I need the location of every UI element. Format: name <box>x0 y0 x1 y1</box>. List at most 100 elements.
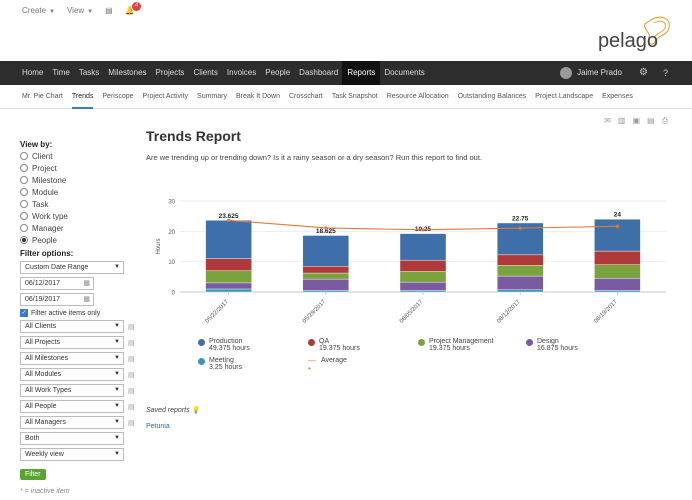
view-by-option[interactable]: Manager <box>20 222 135 234</box>
legend-item[interactable]: QA 19.375 hours <box>308 338 360 352</box>
help-icon[interactable]: ? <box>662 68 668 78</box>
nav-item-milestones[interactable]: Milestones <box>108 68 147 77</box>
radio-icon[interactable] <box>20 176 28 184</box>
filter-select[interactable]: All Milestones ▼ <box>20 352 124 365</box>
legend-item[interactable]: Design 16.875 hours <box>526 338 578 352</box>
view-by-option[interactable]: People <box>20 234 135 246</box>
tab-break-it-down[interactable]: Break It Down <box>236 92 280 100</box>
tab-periscope[interactable]: Periscope <box>102 92 134 100</box>
nav-item-dashboard[interactable]: Dashboard <box>299 68 339 77</box>
view-menu[interactable]: View ▼ <box>67 6 93 15</box>
x-tick-label: 05/29/2017 <box>302 299 328 325</box>
chevron-down-icon: ▼ <box>114 371 120 377</box>
nav-item-reports[interactable]: Reports <box>342 61 381 85</box>
view-by-option[interactable]: Module <box>20 186 135 198</box>
calendar-icon[interactable]: ▦ <box>83 280 90 287</box>
filter-select-value: All Modules <box>25 371 62 378</box>
tab-crosschart[interactable]: Crosschart <box>288 92 323 100</box>
date-to-input[interactable]: 06/19/2017 ▦ <box>20 293 94 306</box>
radio-icon[interactable] <box>20 164 28 172</box>
date-range-select[interactable]: Custom Date Range ▼ <box>20 261 124 274</box>
filter-select-value: All Projects <box>25 339 61 346</box>
legend-item[interactable]: —• Average <box>308 357 347 373</box>
nav-item-projects[interactable]: Projects <box>155 68 185 77</box>
bar-segment <box>594 250 641 265</box>
filter-select[interactable]: All Work Types ▼ <box>20 384 124 397</box>
saved-report-link[interactable]: Petunia <box>146 423 170 430</box>
print-icon[interactable]: ⎙ <box>661 116 668 125</box>
copy-icon[interactable]: ▤ <box>128 355 135 363</box>
tab-summary[interactable]: Summary <box>197 92 227 100</box>
filter-select[interactable]: All Modules ▼ <box>20 368 124 381</box>
logo-text: pelago <box>597 30 658 52</box>
nav-item-time[interactable]: Time <box>52 68 70 77</box>
gear-icon[interactable]: ⚙ <box>639 67 648 78</box>
filter-select[interactable]: All Managers ▼ <box>20 416 124 429</box>
user-menu[interactable]: Jaime Prado <box>560 61 622 85</box>
copy-icon[interactable]: ▤ <box>128 339 135 347</box>
user-name: Jaime Prado <box>577 68 622 77</box>
bar-segment <box>302 266 350 274</box>
tab-outstanding-balances[interactable]: Outstanding Balances <box>457 92 527 100</box>
filter-active-checkbox[interactable]: ✓ Filter active items only <box>20 309 135 317</box>
tab-project-landscape[interactable]: Project Landscape <box>535 92 594 100</box>
check-icon: ✓ <box>20 309 28 317</box>
export-icon[interactable]: ▤ <box>647 116 655 125</box>
filter-select[interactable]: All People ▼ <box>20 400 124 413</box>
calendar-icon[interactable]: ▦ <box>83 296 90 303</box>
tab-trends[interactable]: Trends <box>71 85 94 109</box>
filter-select[interactable]: All Clients ▼ <box>20 320 124 333</box>
both-select[interactable]: Both ▼ <box>20 432 124 445</box>
create-menu[interactable]: Create ▼ <box>22 6 55 15</box>
radio-icon[interactable] <box>20 200 28 208</box>
bar-segment <box>302 272 350 280</box>
radio-icon[interactable] <box>20 212 28 220</box>
tab-expenses[interactable]: Expenses <box>602 92 633 100</box>
filter-select-value: All Work Types <box>25 387 72 394</box>
copy-icon[interactable]: ▤ <box>128 387 135 395</box>
bell-icon[interactable]: 🔔 <box>124 6 135 15</box>
tab-task-snapshot[interactable]: Task Snapshot <box>331 92 378 100</box>
y-tick-label: 10 <box>168 260 175 266</box>
copy-icon[interactable]: ▤ <box>128 323 135 331</box>
copy-icon[interactable]: ▤ <box>128 419 135 427</box>
tab-mr-pie-chart[interactable]: Mr. Pie Chart <box>22 92 63 100</box>
filter-button[interactable]: Filter <box>20 469 46 480</box>
legend-item[interactable]: Meeting 3.25 hours <box>198 357 242 371</box>
radio-icon[interactable] <box>20 224 28 232</box>
legend-item[interactable]: Project Management 19.375 hours <box>418 338 494 352</box>
chevron-down-icon: ▼ <box>114 323 120 329</box>
view-by-option-label: Work type <box>32 211 68 221</box>
nav-item-clients[interactable]: Clients <box>193 68 218 77</box>
line-icon: —• <box>308 356 316 373</box>
filter-select[interactable]: All Projects ▼ <box>20 336 124 349</box>
radio-icon[interactable] <box>20 188 28 196</box>
view-by-option[interactable]: Task <box>20 198 135 210</box>
image-icon[interactable]: ▣ <box>632 116 641 125</box>
date-from-input[interactable]: 06/12/2017 ▦ <box>20 277 94 290</box>
date-range-value: Custom Date Range <box>25 264 89 271</box>
nav-item-invoices[interactable]: Invoices <box>226 68 257 77</box>
radio-icon[interactable] <box>20 236 28 244</box>
copy-icon[interactable]: ▤ <box>128 403 135 411</box>
copy-icon[interactable]: ▤ <box>128 371 135 379</box>
bar-total-label: 18.625 <box>316 228 336 235</box>
email-icon[interactable]: ✉ <box>604 116 611 125</box>
filter-row: All Managers ▼ ▤ <box>20 416 135 432</box>
nav-item-home[interactable]: Home <box>22 68 44 77</box>
radio-icon[interactable] <box>20 152 28 160</box>
view-by-option[interactable]: Work type <box>20 210 135 222</box>
view-by-option[interactable]: Project <box>20 162 135 174</box>
tab-project-activity[interactable]: Project Activity <box>142 92 189 100</box>
view-by-option[interactable]: Client <box>20 150 135 162</box>
legend-item[interactable]: Production 49.375 hours <box>198 338 250 352</box>
weekly-view-select[interactable]: Weekly view ▼ <box>20 448 124 461</box>
tab-resource-allocation[interactable]: Resource Allocation <box>386 92 449 100</box>
legend-name: Design <box>537 338 559 345</box>
view-by-option[interactable]: Milestone <box>20 174 135 186</box>
pdf-icon[interactable]: ▥ <box>617 116 626 125</box>
nav-item-documents[interactable]: Documents <box>384 68 425 77</box>
list-icon[interactable]: ▤ <box>105 6 113 15</box>
nav-item-tasks[interactable]: Tasks <box>78 68 100 77</box>
nav-item-people[interactable]: People <box>265 68 291 77</box>
